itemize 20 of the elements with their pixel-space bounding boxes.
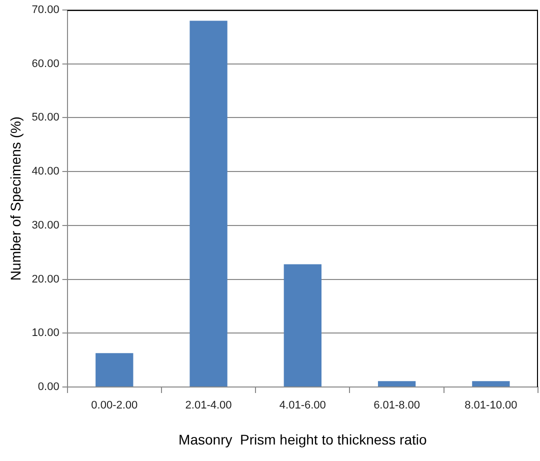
y-tick-label: 10.00 (32, 327, 60, 340)
y-tick-label: 60.00 (32, 58, 60, 70)
x-tick-label: 6.01-8.00 (374, 400, 420, 412)
x-tick-label: 8.01-10.00 (464, 400, 518, 412)
y-tick-label: 30.00 (32, 219, 60, 232)
bar (378, 381, 416, 386)
y-tick-label: 0.00 (38, 381, 60, 394)
y-tick-label: 50.00 (32, 112, 60, 124)
bar (472, 381, 510, 386)
bar (96, 353, 134, 386)
bar (190, 20, 228, 386)
y-tick-label: 70.00 (32, 4, 60, 16)
x-tick-label: 0.00-2.00 (91, 400, 138, 412)
bar (284, 264, 322, 386)
y-tick-label: 40.00 (32, 166, 60, 178)
y-axis-title: Number of Specimens (%) (7, 116, 24, 281)
x-tick-label: 4.01-6.00 (279, 400, 326, 412)
x-axis-title: Masonry Prism height to thickness ratio (178, 431, 427, 448)
x-tick-label: 2.01-4.00 (185, 400, 232, 412)
y-tick-label: 20.00 (32, 273, 60, 286)
